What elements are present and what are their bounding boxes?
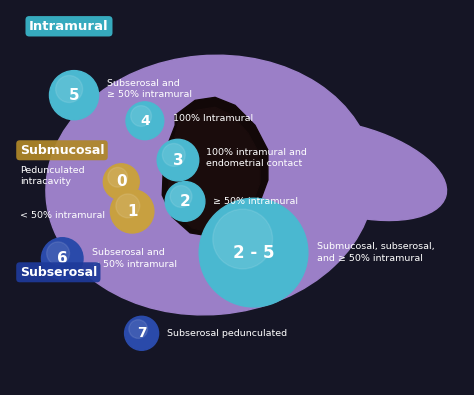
- Text: 6: 6: [57, 251, 68, 266]
- Circle shape: [131, 105, 152, 126]
- Circle shape: [125, 316, 159, 350]
- Text: 2 - 5: 2 - 5: [233, 244, 274, 261]
- Circle shape: [165, 182, 205, 221]
- Text: 100% Intramural: 100% Intramural: [173, 114, 254, 123]
- Circle shape: [103, 164, 139, 200]
- Circle shape: [55, 75, 82, 103]
- Circle shape: [199, 198, 308, 307]
- Circle shape: [129, 320, 147, 339]
- Text: 4: 4: [140, 114, 150, 128]
- Text: Submucosal, subserosal,
and ≥ 50% intramural: Submucosal, subserosal, and ≥ 50% intram…: [317, 243, 435, 263]
- Text: ≥ 50% intramural: ≥ 50% intramural: [213, 197, 299, 206]
- Circle shape: [41, 238, 83, 279]
- Text: Intramural: Intramural: [29, 20, 109, 33]
- Circle shape: [116, 194, 140, 218]
- Text: < 50% intramural: < 50% intramural: [20, 211, 105, 220]
- Text: 100% intramural and
endometrial contact: 100% intramural and endometrial contact: [206, 148, 307, 168]
- Circle shape: [126, 102, 164, 140]
- Ellipse shape: [61, 172, 180, 248]
- Text: Submucosal: Submucosal: [20, 144, 104, 157]
- Text: Subserosal pedunculated: Subserosal pedunculated: [167, 329, 287, 338]
- Polygon shape: [162, 97, 268, 237]
- Ellipse shape: [46, 55, 374, 315]
- Text: 0: 0: [116, 174, 127, 189]
- Circle shape: [213, 209, 273, 269]
- Ellipse shape: [253, 120, 447, 220]
- Text: Subserosal and
≥ 50% intramural: Subserosal and ≥ 50% intramural: [107, 79, 192, 100]
- Text: Subserosal and
< 50% intramural: Subserosal and < 50% intramural: [91, 248, 176, 269]
- Text: 7: 7: [137, 326, 146, 340]
- Text: 1: 1: [127, 204, 137, 219]
- Text: Subserosal: Subserosal: [20, 266, 97, 279]
- Circle shape: [170, 186, 192, 207]
- Circle shape: [157, 139, 199, 181]
- Circle shape: [49, 71, 99, 120]
- Text: 2: 2: [180, 194, 191, 209]
- Polygon shape: [168, 107, 260, 233]
- Text: Pedunculated
intracavity: Pedunculated intracavity: [20, 166, 84, 186]
- Circle shape: [163, 143, 185, 166]
- Circle shape: [46, 242, 70, 265]
- Circle shape: [110, 190, 154, 233]
- Text: 5: 5: [69, 88, 79, 103]
- Text: 3: 3: [173, 152, 183, 167]
- Circle shape: [108, 167, 128, 187]
